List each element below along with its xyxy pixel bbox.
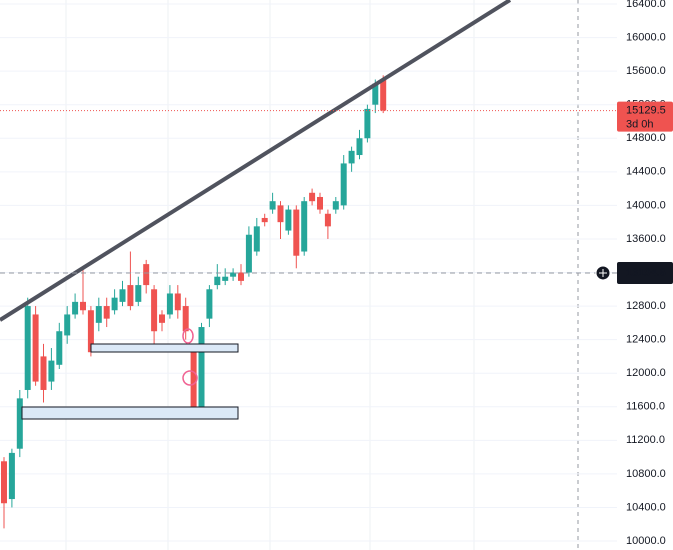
candle-body: [317, 196, 323, 210]
candle-body: [324, 213, 331, 227]
candle-body: [56, 331, 63, 365]
last-price-label: 15129.5: [626, 105, 666, 117]
y-tick-label: 11200.0: [626, 434, 665, 446]
marker-ellipse[interactable]: [182, 370, 198, 386]
candle-body: [269, 201, 276, 210]
candle-body: [182, 306, 189, 332]
zone-box[interactable]: [90, 343, 239, 353]
candle-body: [372, 83, 379, 105]
candle-body: [309, 192, 316, 202]
add-alert-icon: [599, 268, 607, 277]
candle-body: [198, 327, 205, 407]
candle-body: [340, 163, 347, 206]
candle-body: [127, 285, 134, 307]
y-tick-label: 12800.0: [626, 300, 666, 312]
candle-body: [348, 150, 355, 164]
candle-body: [103, 306, 110, 319]
last-price-box: [617, 101, 673, 132]
candle-body: [48, 360, 55, 382]
candle-body: [356, 138, 363, 156]
candle-body: [174, 293, 181, 311]
candle-body: [135, 285, 142, 302]
y-tick-label: 16000.0: [626, 31, 666, 43]
y-tick-label: 11600.0: [626, 401, 665, 413]
y-tick-label: 16400.0: [626, 0, 666, 10]
crosshair-box: [617, 261, 673, 284]
y-tick-label: 10800.0: [626, 468, 666, 480]
candle-body: [159, 314, 165, 323]
countdown-label: 3d 0h: [626, 119, 654, 131]
marker-ellipse[interactable]: [182, 328, 194, 344]
candles: [1, 75, 387, 529]
candle-body: [301, 201, 308, 252]
candle-body: [206, 289, 213, 319]
candle-body: [222, 276, 229, 281]
candle-body: [111, 297, 118, 311]
y-tick-label: 14400.0: [626, 166, 666, 178]
candle-body: [40, 356, 47, 390]
candle-body: [24, 306, 31, 390]
candle-body: [380, 79, 387, 111]
candle-body: [245, 234, 252, 273]
y-tick-label: 14800.0: [626, 132, 666, 144]
candle-body: [64, 314, 71, 336]
y-tick-label: 12400.0: [626, 334, 666, 346]
trend-line[interactable]: [0, 0, 512, 322]
candle-body: [119, 289, 126, 302]
candle-body: [32, 314, 39, 382]
candle-body: [95, 306, 102, 323]
candle-body: [277, 205, 284, 223]
candle-body: [253, 226, 260, 252]
candle-body: [190, 348, 197, 407]
candle-body: [293, 209, 300, 256]
candle-body: [72, 301, 79, 315]
candle-body: [261, 217, 268, 223]
candle-body: [285, 209, 292, 231]
vertical-grid: [65, 0, 475, 550]
y-tick-label: 13600.0: [626, 233, 666, 245]
candle-body: [332, 201, 339, 210]
y-tick-label: 12000.0: [626, 367, 666, 379]
candle-body: [1, 461, 7, 504]
y-tick-label: 10400.0: [626, 501, 666, 513]
candle-body: [230, 272, 237, 277]
crosshair-label: 13194.6: [626, 267, 666, 279]
candle-body: [238, 272, 244, 281]
candle-body: [87, 310, 94, 353]
candle-body: [151, 289, 158, 332]
y-tick-label: 14000.0: [626, 199, 666, 211]
candle-body: [80, 301, 86, 311]
zone-box[interactable]: [21, 406, 239, 420]
candle-body: [143, 264, 150, 286]
candle-body: [16, 398, 23, 449]
candle-body: [166, 293, 173, 315]
candle-body: [214, 276, 221, 286]
y-tick-label: 15600.0: [626, 65, 666, 77]
candle-body: [364, 108, 371, 139]
y-tick-label: 10000.0: [626, 535, 666, 547]
candle-body: [8, 452, 15, 500]
